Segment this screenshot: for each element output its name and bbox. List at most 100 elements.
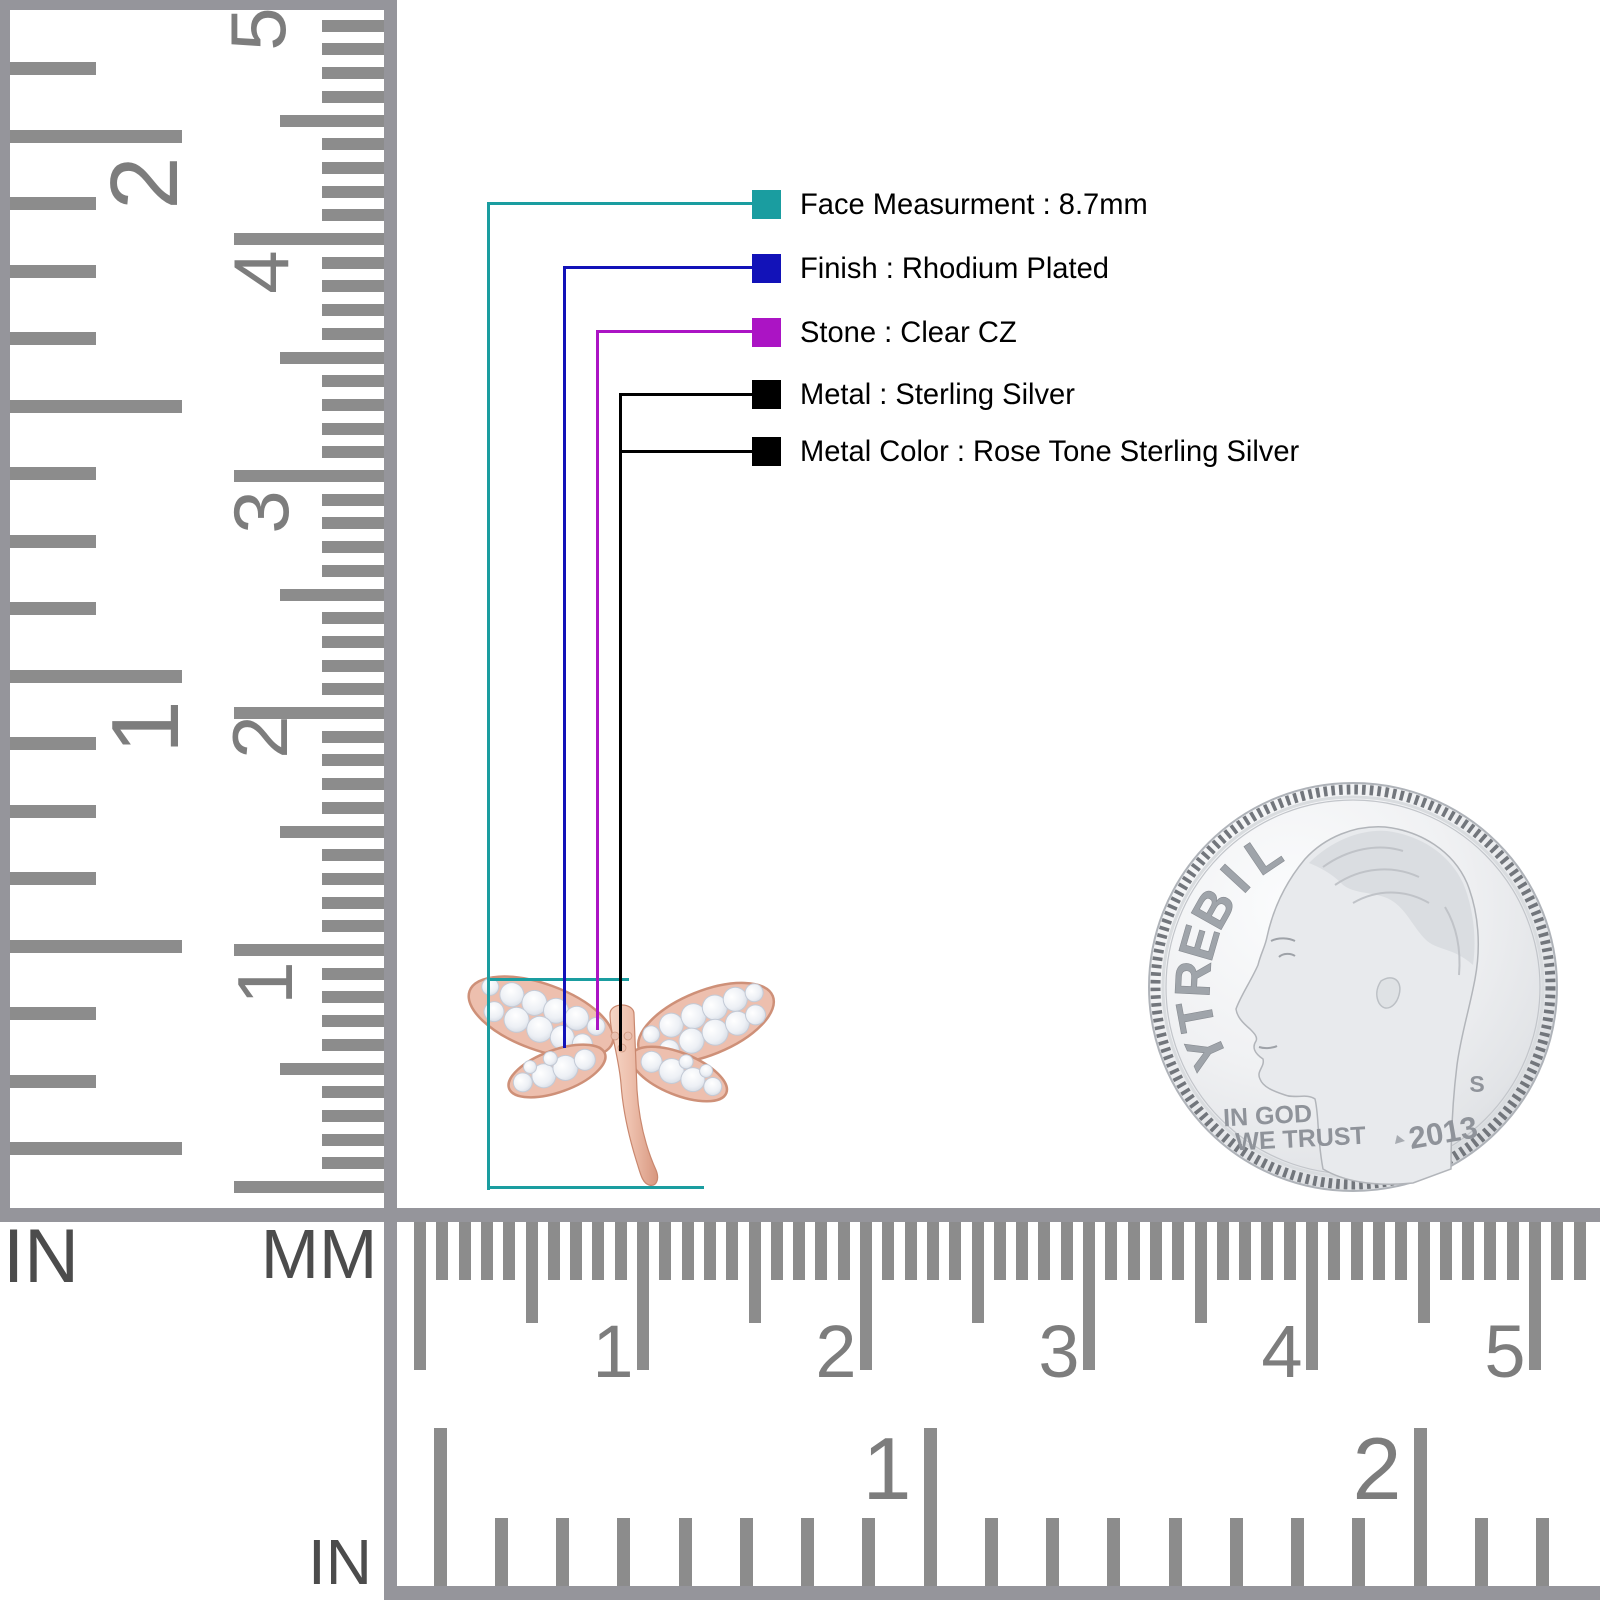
lower-left-wing (507, 1043, 607, 1099)
ruler-number: 3 (217, 490, 305, 534)
ruler-tick (322, 730, 384, 743)
ruler-tick (322, 422, 384, 435)
annotation-label: Finish : Rhodium Plated (800, 251, 1109, 285)
ruler-tick (10, 197, 96, 210)
ruler-number: 2 (1352, 1419, 1402, 1518)
ruler-tick (234, 944, 384, 956)
ruler-tick (10, 264, 96, 278)
ruler-tick (10, 804, 96, 818)
ruler-tick (322, 683, 384, 696)
ruler-tick (322, 1038, 384, 1051)
annotation-label: Face Measurment : 8.7mm (800, 187, 1148, 221)
ruler-tick (547, 1222, 560, 1280)
hair-strands (1322, 846, 1461, 976)
ruler-tick (322, 1133, 384, 1146)
ruler-tick (726, 1222, 739, 1280)
ruler-number: 3 (1038, 1310, 1080, 1393)
ruler-tick (322, 541, 384, 554)
ruler-tick (322, 446, 384, 459)
annotation-face-measurement: Face Measurment : 8.7mm (752, 187, 1158, 221)
ruler-tick (882, 1222, 895, 1280)
ruler-number: 5 (1484, 1310, 1526, 1393)
ruler-tick (1168, 1518, 1182, 1586)
motto-line-1: IN GOD (1222, 1100, 1312, 1133)
ruler-tick (280, 588, 384, 601)
ruler-tick (748, 1222, 761, 1323)
ruler-tick (1328, 1222, 1341, 1280)
black-leader-vertical (619, 393, 622, 1051)
ruler-number: 2 (91, 156, 198, 210)
ruler-tick (1350, 1222, 1363, 1280)
ruler-tick (770, 1222, 783, 1280)
ruler-tick (862, 1518, 876, 1586)
ruler-tick (525, 1222, 538, 1323)
ruler-number: 1 (862, 1419, 912, 1518)
hair (1309, 830, 1475, 965)
ruler-tick (503, 1222, 516, 1280)
ruler-tick (10, 129, 182, 143)
ruler-tick (322, 517, 384, 530)
ruler-tick (1352, 1518, 1366, 1586)
annotation-label: Metal : Sterling Silver (800, 377, 1075, 411)
ruler-number: 2 (216, 715, 304, 759)
ruler-tick (1261, 1222, 1274, 1280)
ruler-tick (1484, 1222, 1497, 1280)
black-swatch-icon (752, 380, 781, 409)
vertical-ruler-mm-label: MM (260, 1215, 378, 1293)
black-leader-top-1 (620, 393, 753, 396)
ruler-number: 2 (815, 1310, 857, 1393)
ruler-tick (10, 737, 96, 750)
teal-bracket-upper (488, 978, 629, 981)
ear (1376, 977, 1401, 1009)
mint-mark: S (1469, 1071, 1484, 1097)
ruler-tick (860, 1222, 872, 1370)
teal-leader-top (488, 202, 754, 205)
ruler-tick (1474, 1518, 1488, 1586)
ruler-tick (556, 1518, 569, 1586)
ruler-tick (322, 612, 384, 625)
vertical-ruler-inch-label: IN (3, 1214, 79, 1299)
ruler-number: 4 (1261, 1310, 1303, 1393)
ruler-center-edge (384, 0, 397, 1600)
ruler-tick (280, 825, 384, 838)
ruler-tick (494, 1518, 508, 1586)
ruler-tick (280, 1062, 384, 1075)
ruler-tick (322, 991, 384, 1004)
ruler-tick (1395, 1222, 1408, 1280)
ruler-tick (322, 872, 384, 885)
ruler-tick (993, 1222, 1006, 1280)
ruler-tick (659, 1222, 672, 1280)
black-swatch-icon (752, 437, 781, 466)
horizontal-ruler-bottom-edge (385, 1586, 1600, 1600)
annotation-finish: Finish : Rhodium Plated (752, 251, 1119, 285)
magenta-swatch-icon (752, 318, 781, 347)
ruler-tick (949, 1222, 962, 1280)
ruler-tick (322, 43, 384, 56)
vertical-ruler-left-edge (0, 0, 10, 1222)
ruler-tick (1372, 1222, 1385, 1280)
black-leader-top-2 (620, 450, 753, 453)
coin-reeded-edge (1150, 784, 1556, 1190)
designer-initials-mark (1395, 1135, 1405, 1144)
annotation-stone: Stone : Clear CZ (752, 316, 1023, 349)
ruler-tick (436, 1222, 449, 1280)
ruler-tick (1551, 1222, 1564, 1280)
ruler-tick (681, 1222, 694, 1280)
ruler-tick (322, 256, 384, 269)
ruler-tick (1413, 1428, 1427, 1586)
ruler-tick (1506, 1222, 1519, 1280)
vertical-ruler-top-edge (0, 0, 392, 10)
ruler-tick (10, 534, 96, 548)
blue-swatch-icon (752, 254, 781, 283)
cz-stones (512, 1048, 596, 1093)
ruler-tick (480, 1222, 493, 1280)
ruler-tick (1149, 1222, 1162, 1280)
ruler-tick (1291, 1518, 1304, 1586)
ruler-tick (322, 138, 384, 151)
ruler-tick (971, 1222, 984, 1323)
ruler-tick (10, 1007, 96, 1020)
ruler-tick (322, 849, 384, 862)
ruler-tick (10, 1142, 182, 1155)
